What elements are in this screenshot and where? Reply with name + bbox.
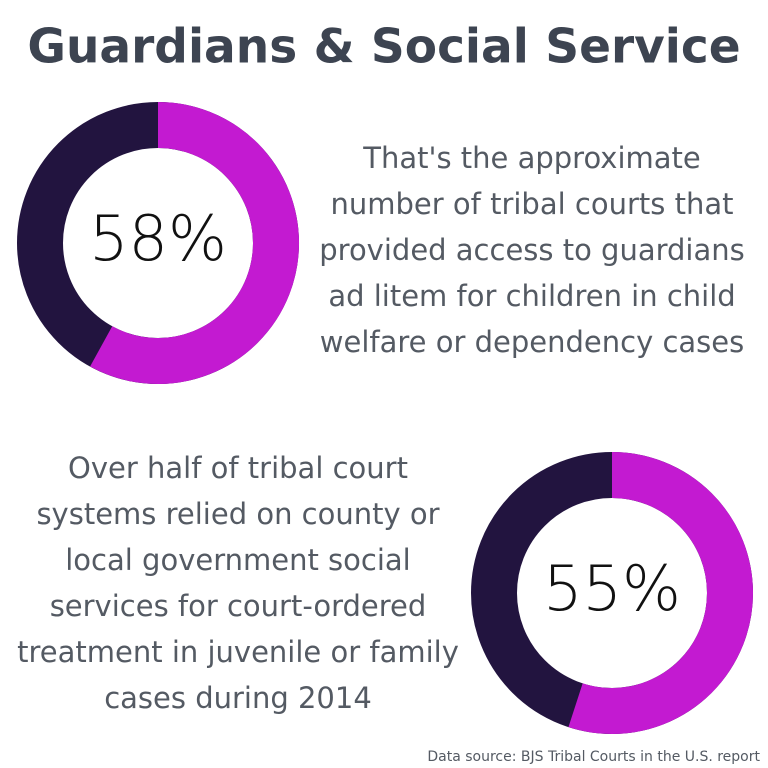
donut-label: 55% xyxy=(543,552,681,625)
description-line: services for court-ordered xyxy=(50,589,427,623)
description-line: local government social xyxy=(65,543,410,577)
source-note: Data source: BJS Tribal Courts in the U.… xyxy=(427,749,760,765)
description-line: cases during 2014 xyxy=(104,681,372,715)
description-line: provided access to guardians xyxy=(319,233,745,267)
description-line: number of tribal courts that xyxy=(331,187,734,221)
description-line: treatment in juvenile or family xyxy=(17,635,459,669)
description-line: That's the approximate xyxy=(362,141,701,175)
donut-arc xyxy=(568,452,753,734)
donut-arc xyxy=(90,102,299,384)
description-line: systems relied on county or xyxy=(36,497,439,531)
donut-label: 58% xyxy=(89,202,227,275)
description-line: welfare or dependency cases xyxy=(320,325,744,359)
page-title: Guardians & Social Service xyxy=(27,20,740,75)
description-line: ad litem for children in child xyxy=(328,279,735,313)
description-line: Over half of tribal court xyxy=(68,451,408,485)
